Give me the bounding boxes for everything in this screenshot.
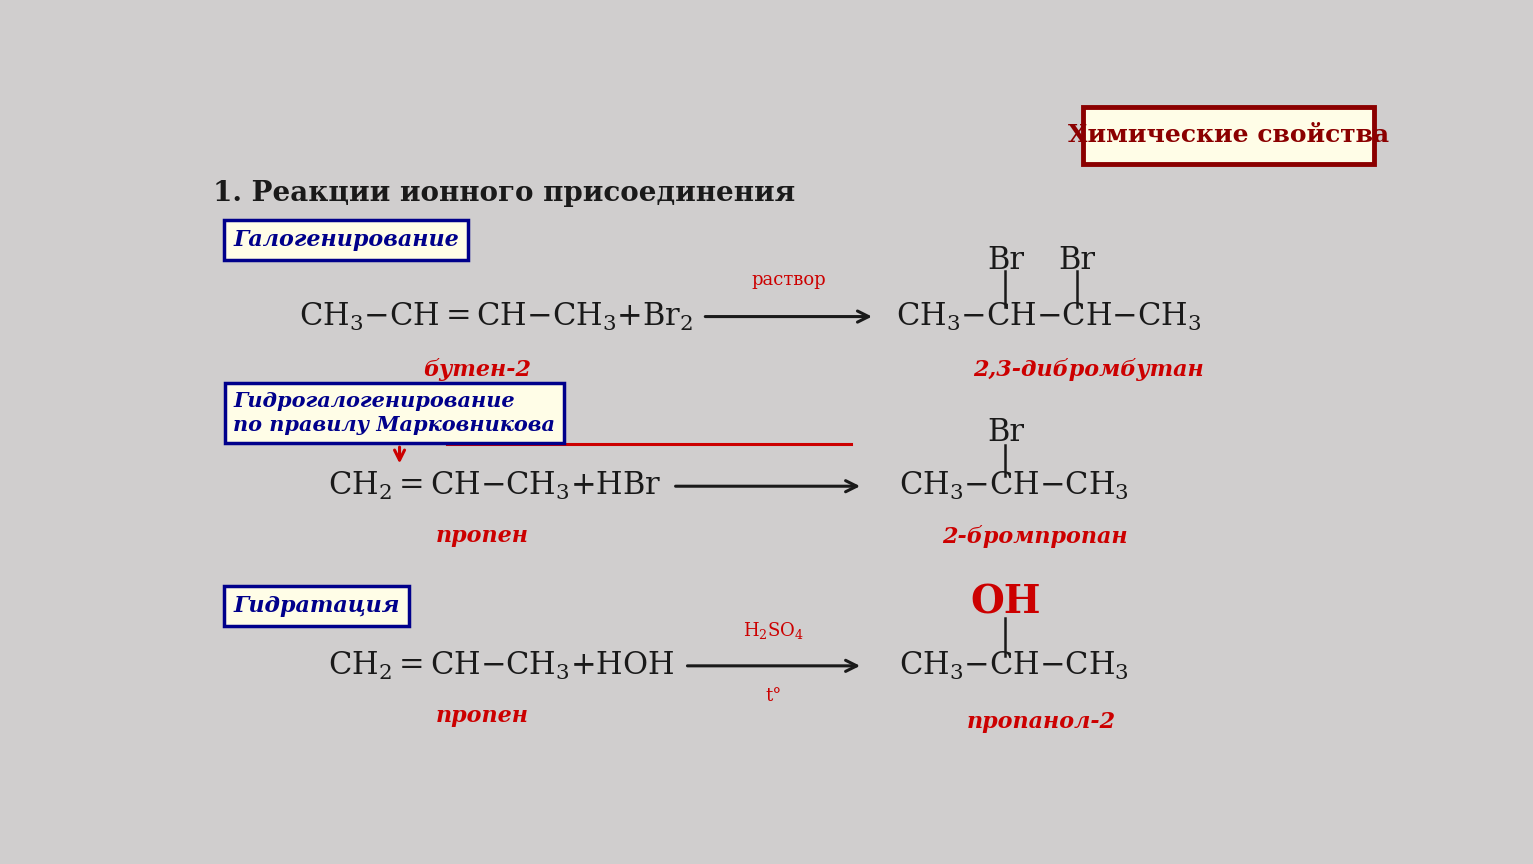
Text: пропен: пропен	[437, 705, 529, 727]
Text: 1. Реакции ионного присоединения: 1. Реакции ионного присоединения	[213, 180, 796, 207]
Text: $\mathregular{CH_3{-} CH{-}CH{-}CH_3}$: $\mathregular{CH_3{-} CH{-}CH{-}CH_3}$	[897, 301, 1202, 333]
Text: Химические свойства: Химические свойства	[1067, 124, 1389, 147]
Text: $\mathregular{H_2SO_4}$: $\mathregular{H_2SO_4}$	[744, 619, 805, 640]
Text: $\mathregular{CH_2{=} CH{-}CH_3{+} HOH}$: $\mathregular{CH_2{=} CH{-}CH_3{+} HOH}$	[328, 650, 675, 682]
Text: пропен: пропен	[437, 525, 529, 547]
Text: $\mathregular{CH_3{-} CH{-}CH_3}$: $\mathregular{CH_3{-} CH{-}CH_3}$	[898, 470, 1128, 502]
Text: Гидратация: Гидратация	[233, 595, 400, 617]
Text: пропанол-2: пропанол-2	[966, 711, 1116, 734]
Text: бутен-2: бутен-2	[423, 359, 530, 381]
Text: Галогенирование: Галогенирование	[233, 229, 458, 251]
Text: OH: OH	[970, 584, 1041, 621]
FancyBboxPatch shape	[1082, 107, 1374, 163]
Text: $\mathregular{CH_3{-} CH{=}CH{-}CH_3{+} Br_2}$: $\mathregular{CH_3{-} CH{=}CH{-}CH_3{+} …	[299, 301, 693, 333]
Text: раствор: раствор	[751, 270, 826, 289]
Text: $\mathregular{CH_3{-} CH{-}CH_3}$: $\mathregular{CH_3{-} CH{-}CH_3}$	[898, 650, 1128, 682]
Text: t°: t°	[765, 687, 782, 705]
Text: Br: Br	[987, 417, 1024, 448]
Text: Br: Br	[1058, 245, 1095, 276]
Text: Гидрогалогенирование
по правилу Марковникова: Гидрогалогенирование по правилу Марковни…	[233, 391, 555, 435]
Text: 2-бромпропан: 2-бромпропан	[943, 524, 1128, 548]
Text: $\mathregular{CH_2{=} CH{-}CH_3{+} HBr}$: $\mathregular{CH_2{=} CH{-}CH_3{+} HBr}$	[328, 470, 662, 502]
Text: Br: Br	[987, 245, 1024, 276]
Text: 2,3-дибромбутан: 2,3-дибромбутан	[973, 359, 1203, 381]
